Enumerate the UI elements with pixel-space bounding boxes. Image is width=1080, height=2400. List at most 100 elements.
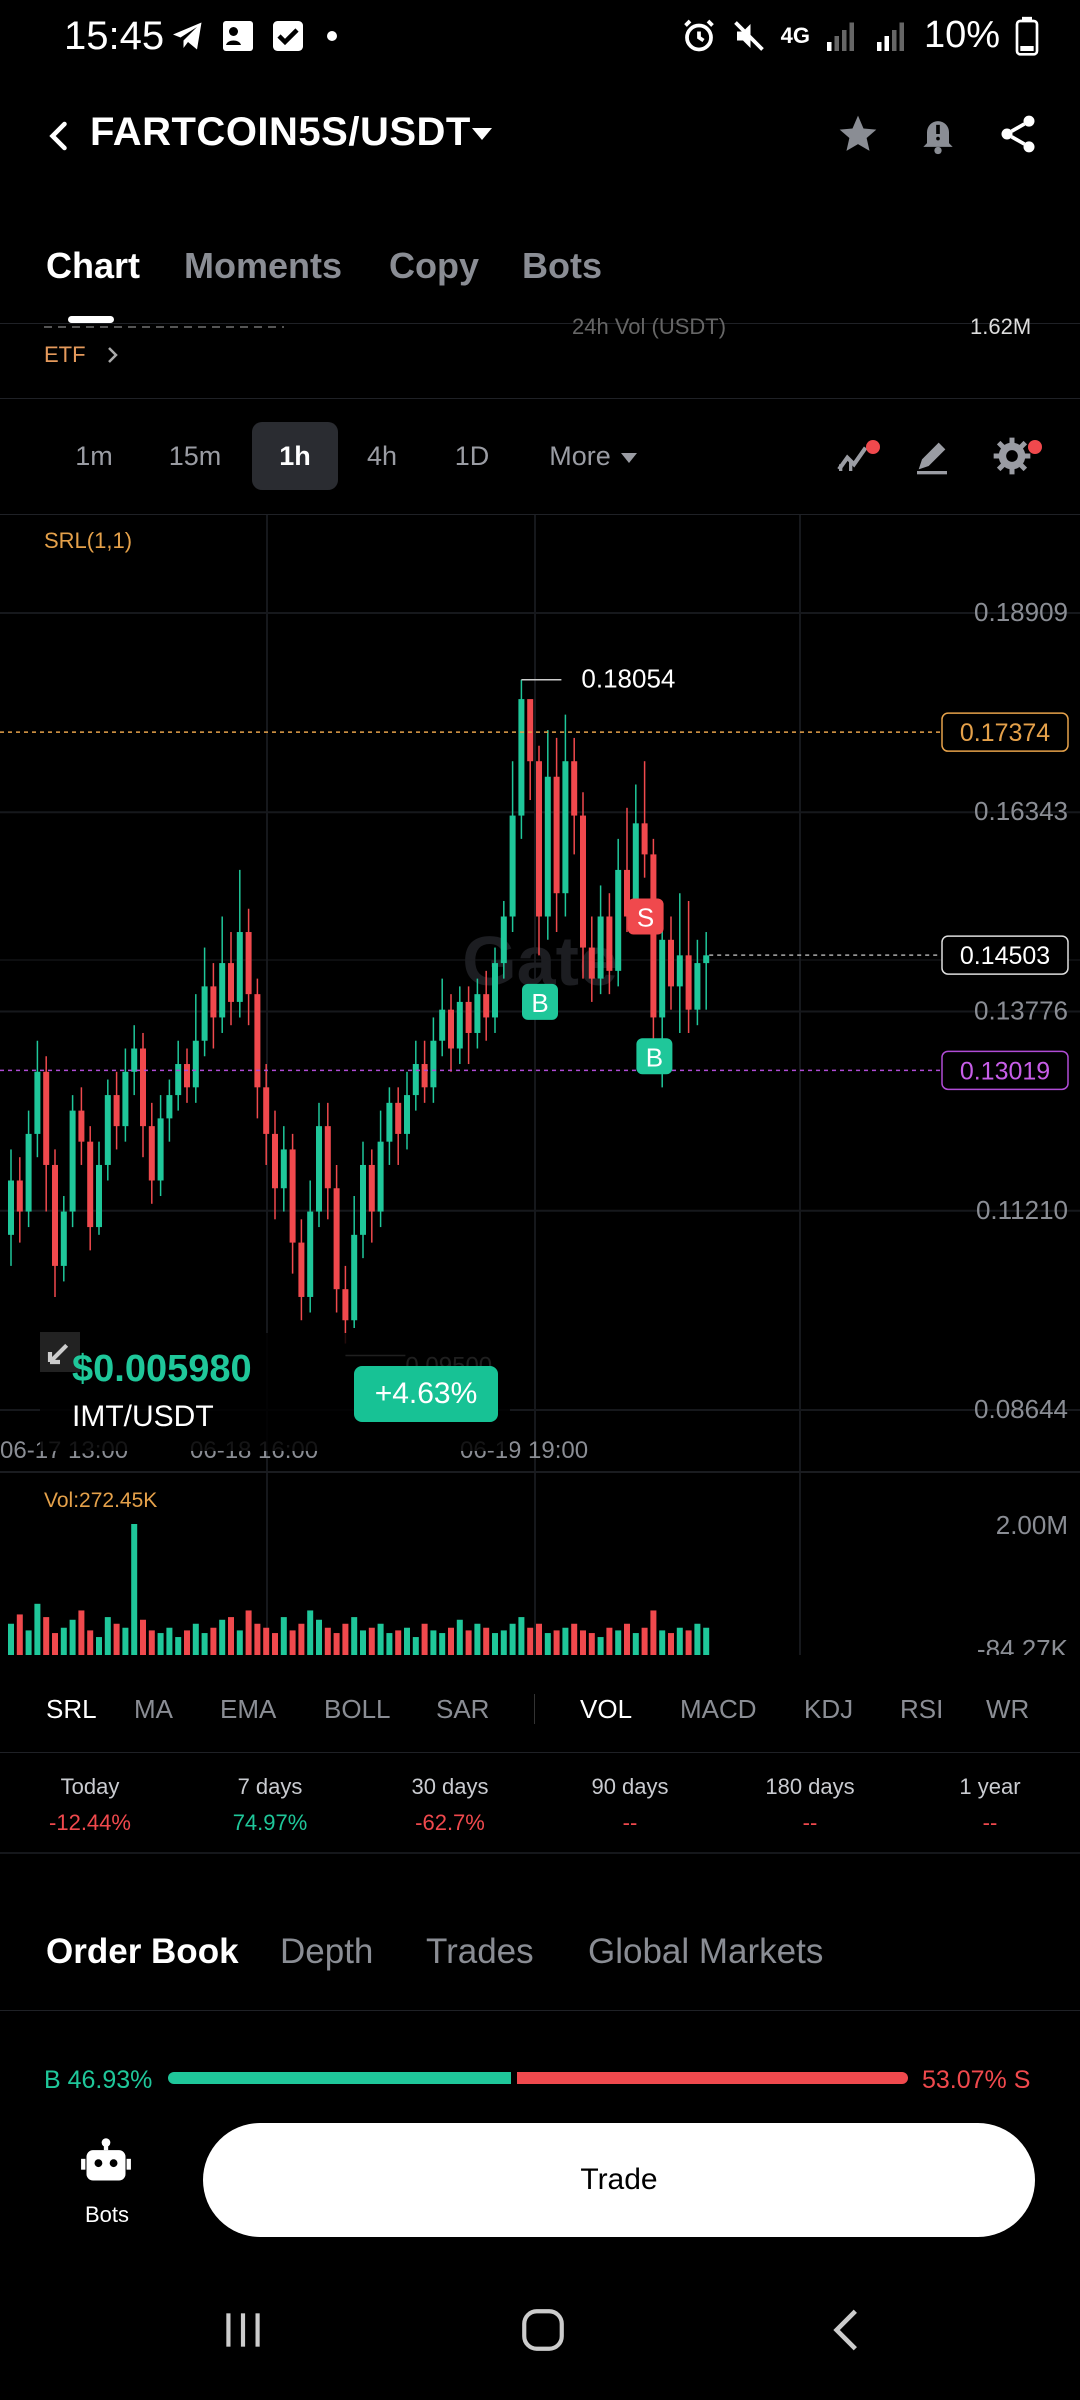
- volume-bar: [175, 1637, 182, 1655]
- volume-bar: [87, 1630, 94, 1655]
- trade-button[interactable]: Trade: [203, 2123, 1035, 2237]
- interval-15m[interactable]: 15m: [168, 441, 222, 471]
- candle: [201, 986, 208, 1041]
- candle: [421, 1064, 428, 1088]
- candle: [456, 1001, 463, 1049]
- candle: [368, 1164, 375, 1212]
- candle: [659, 939, 666, 1018]
- bots-label[interactable]: Bots: [84, 2202, 130, 2227]
- tab-moments[interactable]: Moments: [184, 245, 343, 286]
- home-icon[interactable]: [518, 2305, 568, 2355]
- tab-underline: [68, 316, 114, 323]
- tab-chart[interactable]: Chart: [46, 245, 141, 286]
- volume-bar: [553, 1630, 560, 1655]
- share-icon[interactable]: [996, 112, 1040, 156]
- star-icon[interactable]: [836, 112, 880, 156]
- chevron-right-icon: [107, 347, 118, 363]
- recent-apps-icon[interactable]: [218, 2305, 268, 2355]
- candle: [25, 1133, 32, 1212]
- volume-bar: [324, 1627, 331, 1655]
- trade-marker: [522, 983, 558, 1020]
- indicator-divider: [534, 1694, 535, 1724]
- alert-bell-icon[interactable]: [916, 112, 960, 156]
- volume-bar: [140, 1619, 146, 1655]
- candle: [386, 1102, 393, 1142]
- buy-ratio-bar: [168, 2072, 512, 2084]
- indicator-tab-macd[interactable]: MACD: [680, 1694, 757, 1724]
- volume-bar: [166, 1627, 173, 1655]
- volume-bar: [474, 1623, 481, 1655]
- notification-icons: [170, 18, 344, 54]
- candle: [280, 1149, 287, 1189]
- tab-copy[interactable]: Copy: [389, 245, 479, 286]
- pair-dropdown-icon[interactable]: [472, 128, 492, 140]
- etf-link[interactable]: ETF: [44, 342, 120, 368]
- candle: [324, 1126, 331, 1189]
- interval-4h[interactable]: 4h: [366, 441, 398, 471]
- volume-bar: [351, 1617, 358, 1655]
- candle: [43, 1071, 50, 1165]
- candle: [104, 1095, 111, 1165]
- status-time: 15:45: [64, 14, 165, 58]
- resistance-value: 0.17374: [960, 719, 1050, 747]
- volume-bar: [430, 1630, 437, 1655]
- indicator-tab-ma[interactable]: MA: [134, 1694, 173, 1724]
- indicator-tab-sar[interactable]: SAR: [436, 1694, 490, 1724]
- indicator-tab-ema[interactable]: EMA: [220, 1694, 277, 1724]
- candle: [650, 854, 657, 1018]
- volume-bar: [210, 1627, 217, 1655]
- candle: [148, 1126, 155, 1181]
- back-icon[interactable]: [42, 118, 78, 154]
- volume-bar: [465, 1630, 472, 1655]
- nav-back-icon[interactable]: [822, 2305, 872, 2355]
- indicator-tab-srl[interactable]: SRL: [46, 1694, 97, 1724]
- candle: [16, 1180, 23, 1212]
- settings-gear-icon[interactable]: [992, 436, 1032, 476]
- indicator-tab-kdj[interactable]: KDJ: [804, 1694, 854, 1724]
- interval-1m[interactable]: 1m: [75, 441, 113, 471]
- interval-1h[interactable]: 1h: [252, 422, 338, 490]
- trade-marker: [636, 1038, 673, 1075]
- tab-order-book[interactable]: Order Book: [46, 1932, 239, 1971]
- contact-card-icon: [223, 21, 253, 51]
- collapse-icon[interactable]: [40, 1332, 80, 1372]
- price-chart[interactable]: 0.189090.163430.137760.112100.08644Gate0…: [0, 515, 1080, 1655]
- tab-trades[interactable]: Trades: [426, 1932, 534, 1971]
- support-value: 0.13019: [960, 1057, 1050, 1085]
- candle: [298, 1242, 305, 1297]
- indicator-icon[interactable]: [834, 436, 874, 476]
- volume-bar: [272, 1633, 278, 1655]
- volume-bar: [69, 1619, 76, 1655]
- telegram-icon: [173, 22, 202, 50]
- candle: [544, 776, 551, 917]
- checkbox-icon: [273, 21, 303, 51]
- dot-icon: [327, 31, 337, 41]
- volume-bar: [122, 1627, 129, 1655]
- indicator-tab-rsi[interactable]: RSI: [900, 1694, 944, 1724]
- divider: [0, 1852, 1080, 1854]
- interval-1d[interactable]: 1D: [454, 441, 490, 471]
- volume-bar: [316, 1619, 322, 1655]
- draw-pencil-icon[interactable]: [912, 436, 952, 476]
- pair-title[interactable]: FARTCOIN5S/USDT: [90, 110, 471, 154]
- candle: [342, 1289, 349, 1321]
- tab-global-markets[interactable]: Global Markets: [588, 1932, 824, 1971]
- volume-bar: [676, 1627, 683, 1655]
- indicator-tab-wr[interactable]: WR: [986, 1694, 1030, 1724]
- candle: [236, 932, 243, 1002]
- robot-icon[interactable]: [80, 2135, 132, 2187]
- perf-value: -12.44%: [49, 1810, 131, 1835]
- candle: [500, 916, 507, 964]
- indicator-tab-boll[interactable]: BOLL: [324, 1694, 391, 1724]
- interval-more[interactable]: More: [528, 422, 658, 490]
- candle: [412, 1064, 419, 1096]
- tab-bots[interactable]: Bots: [522, 245, 602, 286]
- alarm-icon: [683, 19, 714, 51]
- perf-today: Today -12.44%: [0, 1774, 180, 1836]
- candle: [615, 869, 622, 971]
- volume-bar: [492, 1633, 498, 1655]
- indicator-tab-vol[interactable]: VOL: [580, 1694, 633, 1724]
- divider: [0, 398, 1080, 399]
- resistance-tag: [941, 712, 1069, 752]
- tab-depth[interactable]: Depth: [280, 1932, 374, 1971]
